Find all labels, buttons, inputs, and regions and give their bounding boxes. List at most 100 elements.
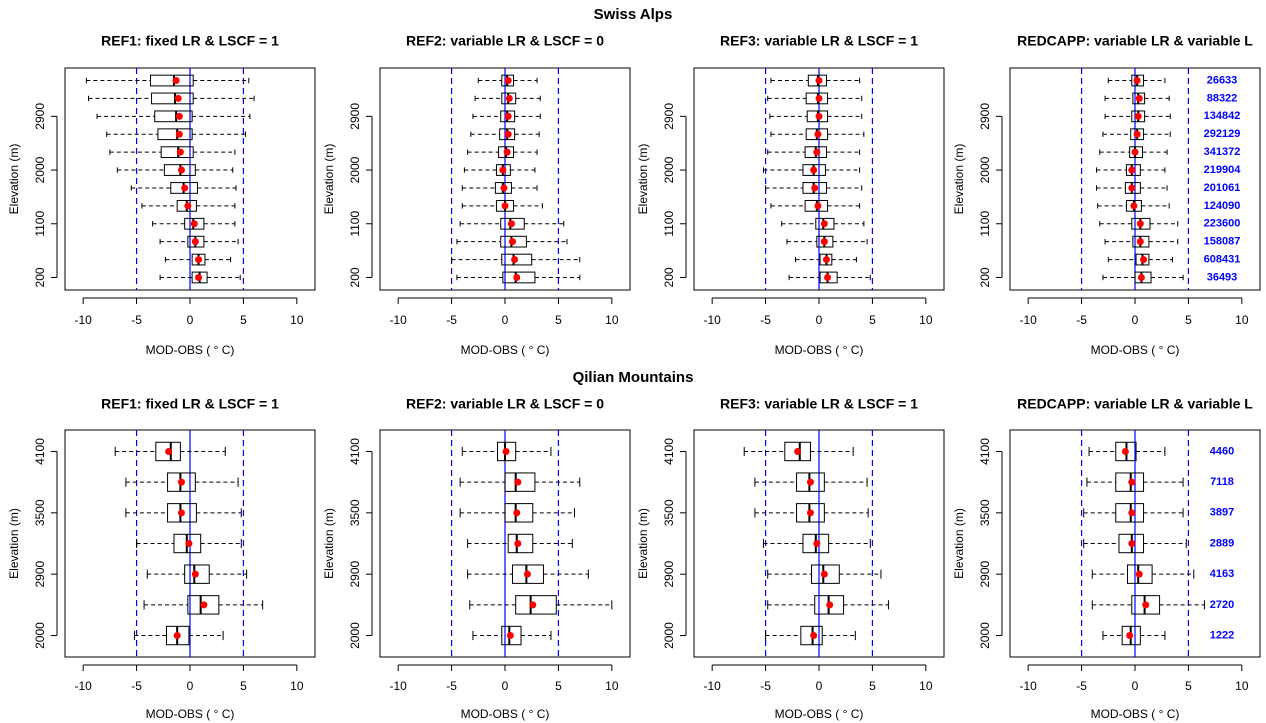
x-axis-label: MOD-OBS ( ° C)	[146, 343, 235, 357]
x-tick-label: -5	[131, 313, 142, 327]
y-axis-label: Elevation (m)	[636, 144, 650, 215]
box	[502, 271, 536, 284]
mean-point	[511, 256, 519, 264]
x-tick-label: -10	[703, 679, 721, 693]
mean-point	[502, 447, 510, 455]
x-tick-label: 10	[1235, 679, 1249, 693]
y-tick-label: 2000	[978, 622, 992, 649]
x-tick-label: -5	[1076, 313, 1087, 327]
mean-point	[177, 478, 185, 486]
mean-point	[820, 238, 828, 246]
box	[167, 503, 197, 523]
x-tick-label: 0	[1132, 679, 1139, 693]
box	[1115, 503, 1145, 523]
box	[187, 595, 220, 615]
mean-point	[504, 77, 512, 85]
mean-point	[826, 601, 834, 609]
mean-point	[185, 540, 193, 547]
x-tick-label: -5	[131, 679, 142, 693]
mean-point	[177, 509, 185, 517]
x-tick-label: 0	[816, 679, 823, 693]
mean-point	[499, 166, 507, 174]
x-axis-label: MOD-OBS ( ° C)	[775, 707, 864, 721]
box	[149, 74, 194, 87]
count-label: 7118	[1210, 476, 1234, 488]
box	[1125, 164, 1141, 176]
y-tick-label: 1100	[978, 211, 992, 237]
panel-title: REF1: fixed LR & LSCF = 1	[101, 396, 279, 412]
x-tick-label: -5	[446, 679, 457, 693]
mean-point	[1128, 478, 1136, 486]
x-tick-label: -10	[74, 679, 92, 693]
x-tick-label: 0	[502, 313, 509, 327]
mean-point	[1128, 540, 1136, 547]
x-tick-label: -10	[1019, 679, 1037, 693]
x-tick-label: -10	[74, 313, 92, 327]
x-tick-label: 5	[869, 679, 876, 693]
count-label: 4163	[1210, 568, 1234, 580]
count-label: 4460	[1210, 445, 1234, 457]
mean-point	[513, 509, 521, 517]
mean-point	[500, 184, 508, 192]
box	[155, 441, 181, 462]
y-tick-label: 2900	[348, 561, 362, 588]
box	[805, 92, 829, 105]
y-tick-label: 1100	[33, 211, 47, 237]
box	[151, 92, 194, 105]
y-tick-label: 2000	[348, 622, 362, 649]
box	[504, 472, 536, 492]
box	[1131, 595, 1161, 615]
x-tick-label: 5	[240, 313, 247, 327]
mean-point	[810, 632, 818, 640]
y-axis-label: Elevation (m)	[7, 508, 21, 579]
box	[184, 564, 210, 584]
mean-point	[191, 570, 199, 578]
y-axis-label: Elevation (m)	[322, 144, 336, 215]
count-label: 223600	[1204, 218, 1241, 230]
count-label: 158087	[1204, 236, 1241, 248]
count-label: 3897	[1210, 507, 1234, 519]
x-tick-label: -5	[1076, 679, 1087, 693]
mean-point	[507, 220, 515, 228]
mean-point	[813, 540, 821, 547]
box	[504, 503, 534, 523]
panel-title: REF3: variable LR & LSCF = 1	[720, 33, 918, 49]
x-tick-label: 10	[919, 313, 933, 327]
y-tick-label: 2900	[978, 103, 992, 130]
box	[802, 182, 827, 194]
mean-point	[814, 130, 822, 138]
box	[515, 595, 557, 615]
y-tick-label: 200	[662, 267, 676, 287]
x-tick-label: 5	[1185, 679, 1192, 693]
x-tick-label: -5	[446, 313, 457, 327]
y-tick-label: 4100	[978, 438, 992, 465]
mean-point	[1140, 256, 1148, 264]
y-tick-label: 2900	[662, 561, 676, 588]
x-tick-label: 10	[290, 313, 304, 327]
mean-point	[175, 130, 183, 138]
y-tick-label: 2900	[662, 103, 676, 130]
box	[501, 253, 533, 266]
y-tick-label: 200	[348, 267, 362, 287]
x-tick-label: -10	[1019, 313, 1037, 327]
box	[1134, 271, 1152, 284]
mean-point	[811, 184, 819, 192]
mean-point	[1131, 148, 1139, 156]
x-tick-label: 5	[555, 679, 562, 693]
x-tick-label: 5	[240, 679, 247, 693]
mean-point	[200, 601, 208, 609]
mean-point	[1126, 632, 1134, 640]
mean-point	[177, 166, 185, 174]
count-label: 608431	[1204, 253, 1241, 265]
box	[154, 110, 193, 123]
x-tick-label: 5	[555, 313, 562, 327]
mean-point	[815, 94, 823, 102]
mean-point	[506, 632, 514, 640]
y-tick-label: 3500	[33, 499, 47, 526]
mean-point	[1121, 447, 1129, 455]
y-tick-label: 2000	[348, 156, 362, 183]
mean-point	[1128, 509, 1136, 517]
mean-point	[184, 202, 192, 210]
box	[507, 533, 534, 554]
